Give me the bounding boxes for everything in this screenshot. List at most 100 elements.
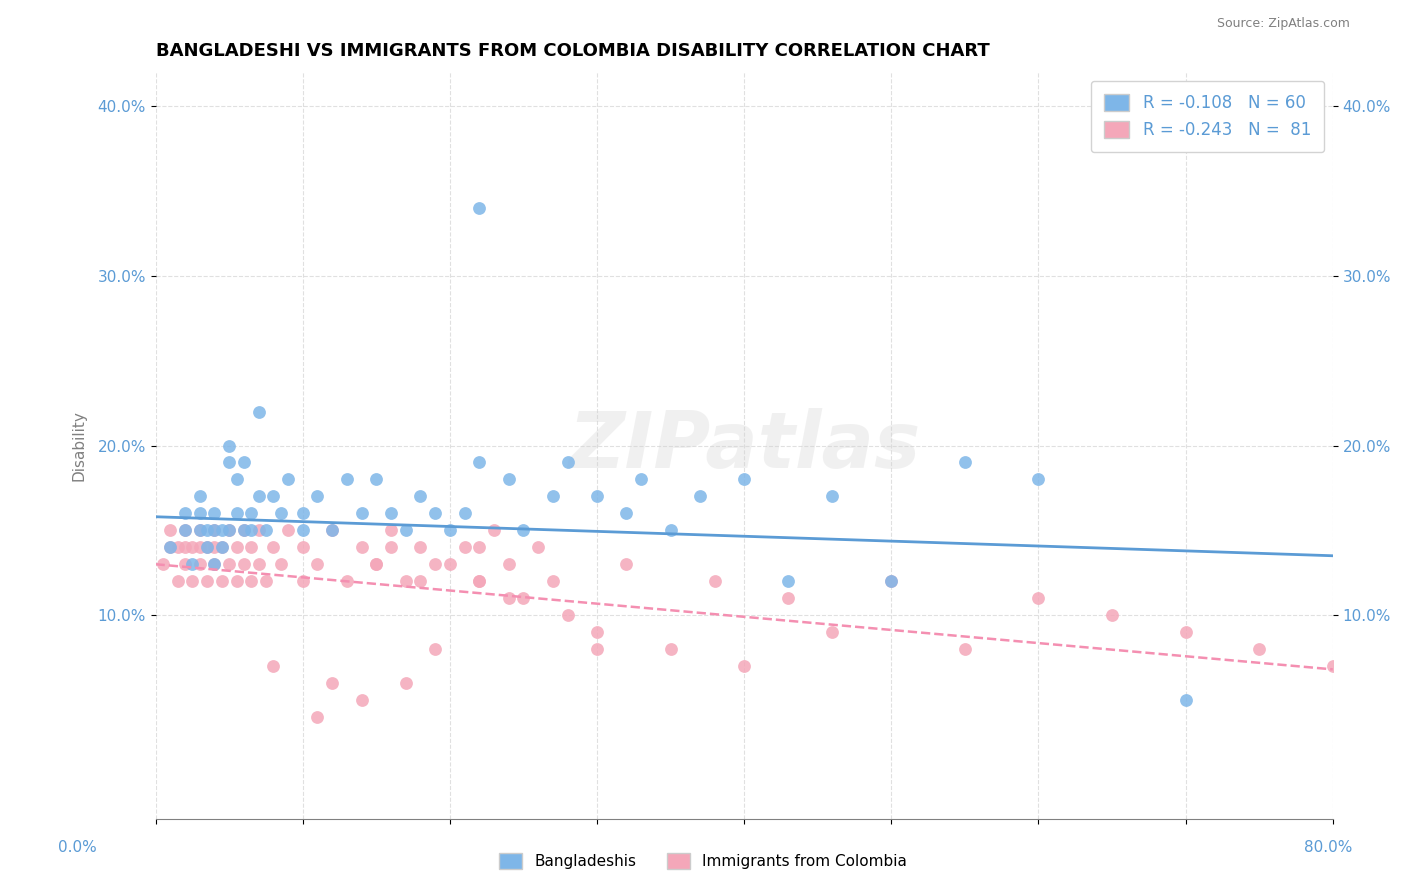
Point	[232, 455, 254, 469]
Point	[277, 472, 299, 486]
Point	[211, 524, 233, 538]
Point	[366, 472, 388, 486]
Point	[152, 558, 174, 572]
Point	[174, 541, 197, 555]
Point	[366, 558, 388, 572]
Point	[181, 574, 204, 589]
Point	[254, 524, 277, 538]
Point	[247, 524, 270, 538]
Point	[232, 524, 254, 538]
Point	[247, 404, 270, 418]
Point	[291, 524, 314, 538]
Point	[1322, 659, 1344, 673]
Point	[880, 574, 903, 589]
Point	[409, 541, 432, 555]
Point	[1174, 625, 1197, 640]
Point	[468, 455, 491, 469]
Point	[195, 541, 218, 555]
Point	[307, 558, 329, 572]
Text: Source: ZipAtlas.com: Source: ZipAtlas.com	[1216, 17, 1350, 29]
Point	[321, 676, 343, 690]
Point	[204, 558, 226, 572]
Point	[188, 524, 211, 538]
Point	[1101, 608, 1123, 623]
Point	[380, 524, 402, 538]
Point	[498, 472, 520, 486]
Point	[586, 490, 609, 504]
Point	[174, 507, 197, 521]
Point	[557, 455, 579, 469]
Point	[159, 524, 181, 538]
Point	[586, 625, 609, 640]
Point	[240, 541, 263, 555]
Point	[240, 574, 263, 589]
Point	[659, 642, 682, 657]
Point	[425, 558, 447, 572]
Point	[468, 574, 491, 589]
Point	[232, 524, 254, 538]
Point	[453, 541, 475, 555]
Point	[204, 541, 226, 555]
Text: ZIPatlas: ZIPatlas	[568, 408, 921, 483]
Point	[395, 524, 418, 538]
Point	[541, 490, 564, 504]
Point	[195, 541, 218, 555]
Point	[733, 472, 755, 486]
Point	[307, 490, 329, 504]
Point	[630, 472, 652, 486]
Point	[225, 574, 247, 589]
Point	[211, 541, 233, 555]
Point	[195, 574, 218, 589]
Point	[880, 574, 903, 589]
Point	[395, 574, 418, 589]
Point	[482, 524, 505, 538]
Point	[247, 558, 270, 572]
Point	[1174, 693, 1197, 707]
Point	[498, 591, 520, 606]
Point	[277, 524, 299, 538]
Point	[225, 541, 247, 555]
Point	[512, 524, 534, 538]
Point	[218, 455, 240, 469]
Point	[262, 490, 284, 504]
Point	[166, 574, 188, 589]
Point	[425, 642, 447, 657]
Point	[409, 574, 432, 589]
Point	[240, 524, 263, 538]
Point	[409, 490, 432, 504]
Point	[557, 608, 579, 623]
Point	[616, 507, 638, 521]
Point	[778, 591, 800, 606]
Point	[188, 541, 211, 555]
Point	[232, 558, 254, 572]
Point	[174, 524, 197, 538]
Text: BANGLADESHI VS IMMIGRANTS FROM COLOMBIA DISABILITY CORRELATION CHART: BANGLADESHI VS IMMIGRANTS FROM COLOMBIA …	[156, 42, 990, 60]
Point	[468, 201, 491, 215]
Point	[321, 524, 343, 538]
Point	[218, 524, 240, 538]
Point	[225, 507, 247, 521]
Point	[254, 574, 277, 589]
Point	[211, 541, 233, 555]
Point	[174, 524, 197, 538]
Point	[659, 524, 682, 538]
Point	[439, 558, 461, 572]
Point	[204, 524, 226, 538]
Point	[188, 490, 211, 504]
Text: 80.0%: 80.0%	[1305, 840, 1353, 855]
Point	[350, 507, 373, 521]
Point	[225, 472, 247, 486]
Point	[350, 693, 373, 707]
Point	[336, 574, 359, 589]
Point	[733, 659, 755, 673]
Point	[541, 574, 564, 589]
Point	[703, 574, 725, 589]
Point	[395, 676, 418, 690]
Point	[204, 524, 226, 538]
Point	[218, 524, 240, 538]
Point	[1028, 472, 1050, 486]
Point	[453, 507, 475, 521]
Point	[188, 524, 211, 538]
Legend: R = -0.108   N = 60, R = -0.243   N =  81: R = -0.108 N = 60, R = -0.243 N = 81	[1091, 81, 1324, 153]
Point	[498, 558, 520, 572]
